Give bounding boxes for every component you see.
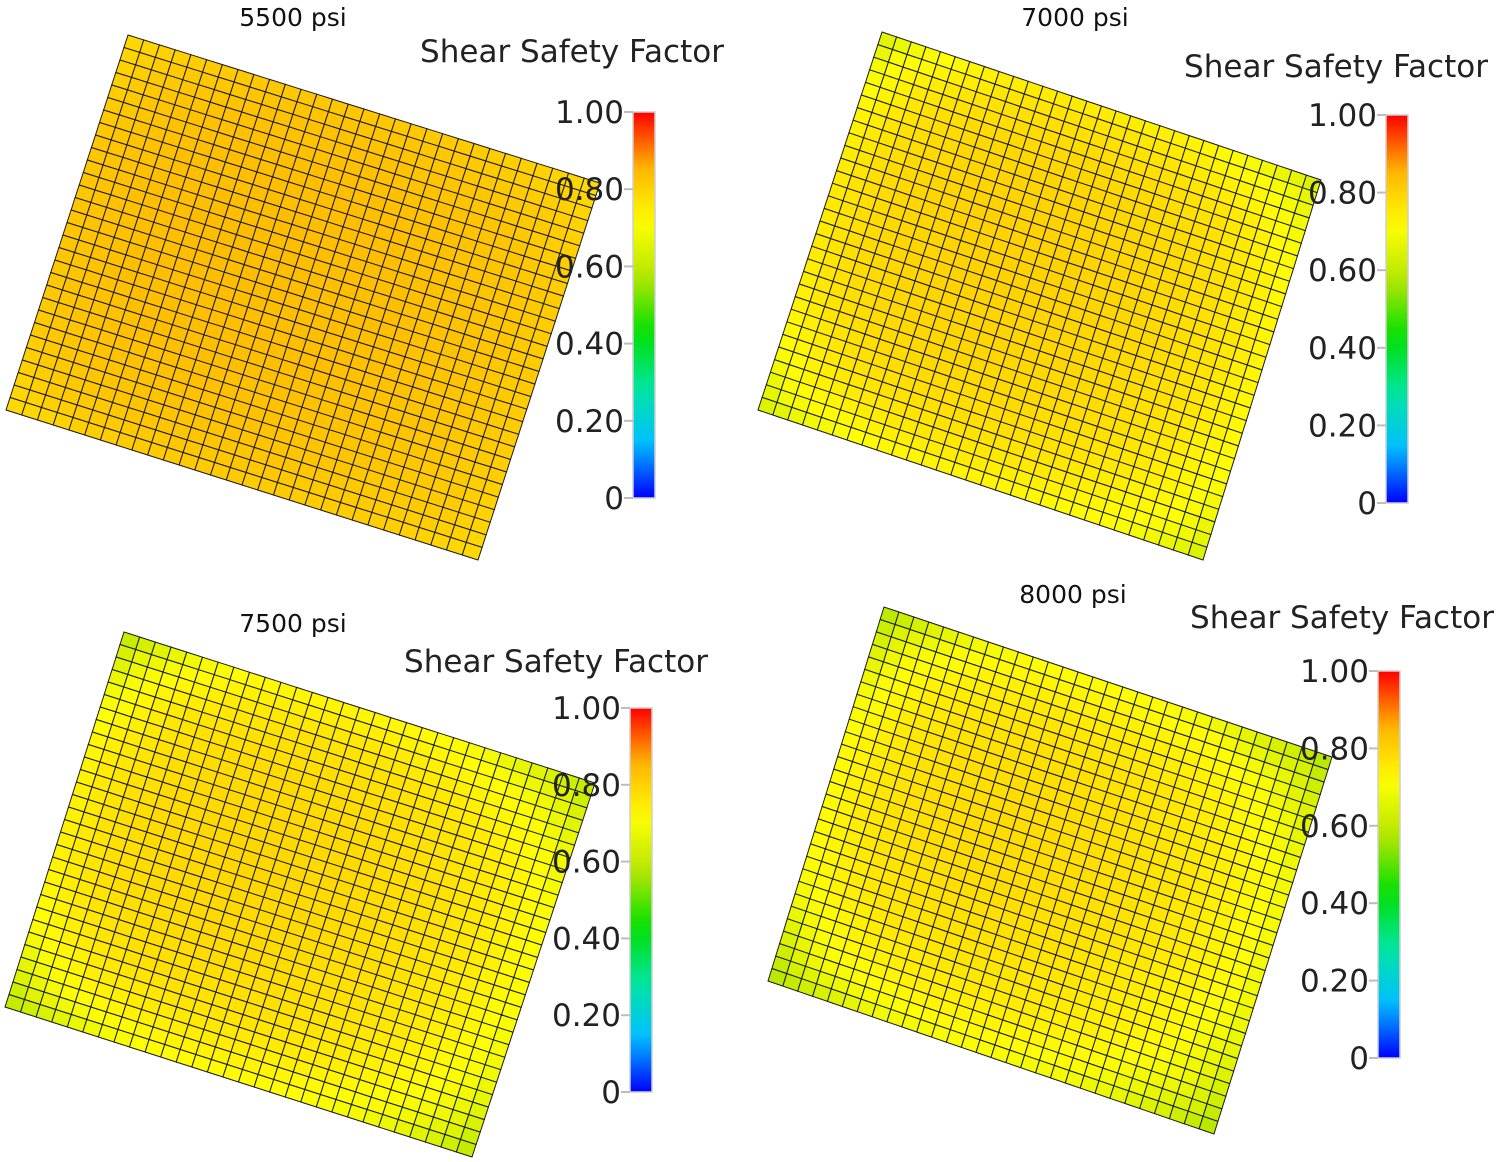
colorbar-tick-label: 0.40 bbox=[1300, 886, 1369, 922]
colorbar-tick-label: 1.00 bbox=[1300, 654, 1369, 690]
colorbar-title: Shear Safety Factor bbox=[420, 34, 724, 70]
colorbar bbox=[629, 707, 653, 1093]
heatmap-cells bbox=[5, 34, 601, 561]
colorbar-tick-label: 0.20 bbox=[555, 404, 624, 440]
heatmap-cell bbox=[1187, 541, 1208, 561]
panel-1: 7000 psi Shear Safety Factor 1.00 0.80 0.60 0… bbox=[757, 3, 1488, 561]
colorbar-tick-label: 1.00 bbox=[552, 691, 621, 727]
panel-title: 5500 psi bbox=[239, 3, 346, 32]
panel-title: 8000 psi bbox=[1019, 580, 1126, 609]
heatmap-cells bbox=[757, 31, 1322, 561]
colorbar bbox=[1377, 670, 1401, 1059]
colorbar-tick-label: 0.60 bbox=[552, 845, 621, 881]
colorbar-tick-label: 0.40 bbox=[555, 327, 624, 363]
colorbar-title: Shear Safety Factor bbox=[1184, 49, 1488, 85]
colorbar-tick-label: 0.80 bbox=[1300, 731, 1369, 767]
colorbar-tick-label: 0.60 bbox=[1308, 253, 1377, 289]
colorbar-title: Shear Safety Factor bbox=[404, 644, 708, 680]
colorbar-tick-label: 1.00 bbox=[555, 95, 624, 131]
colorbar-tick-label: 0.80 bbox=[555, 172, 624, 208]
colorbar-tick-label: 0 bbox=[601, 1075, 621, 1111]
panel-0: 5500 psi Shear Safety Factor 1.00 0.80 0.60 0… bbox=[5, 3, 724, 561]
panel-3: 8000 psi Shear Safety Factor 1.00 0.80 0.60 0… bbox=[767, 580, 1494, 1135]
colorbar-tick-label: 1.00 bbox=[1308, 98, 1377, 134]
colorbar-tick-label: 0.60 bbox=[1300, 809, 1369, 845]
colorbar-tick-label: 0.20 bbox=[1300, 964, 1369, 1000]
colorbar-tick-label: 0.20 bbox=[1308, 408, 1377, 444]
colorbar-tick-label: 0 bbox=[1357, 486, 1377, 522]
heatmap-cells bbox=[767, 606, 1333, 1135]
colorbar-tick-label: 0 bbox=[604, 481, 624, 517]
colorbar bbox=[1385, 114, 1409, 504]
panel-title: 7000 psi bbox=[1021, 3, 1128, 32]
colorbar-tick-label: 0.40 bbox=[552, 921, 621, 957]
colorbar-tick-label: 0.40 bbox=[1308, 331, 1377, 367]
panel-title: 7500 psi bbox=[239, 609, 346, 638]
colorbar-tick-label: 0.60 bbox=[555, 249, 624, 285]
colorbar-title: Shear Safety Factor bbox=[1190, 600, 1494, 636]
colorbar-tick-label: 0.80 bbox=[552, 768, 621, 804]
colorbar-tick-label: 0.80 bbox=[1308, 176, 1377, 212]
colorbar bbox=[632, 111, 656, 499]
colorbar-tick-label: 0 bbox=[1349, 1041, 1369, 1077]
colorbar-tick-label: 0.20 bbox=[552, 998, 621, 1034]
panel-2: 7500 psi Shear Safety Factor 1.00 0.80 0.60 0… bbox=[4, 609, 708, 1158]
heatmap-cells bbox=[4, 631, 596, 1158]
heatmap-cell bbox=[461, 541, 483, 561]
